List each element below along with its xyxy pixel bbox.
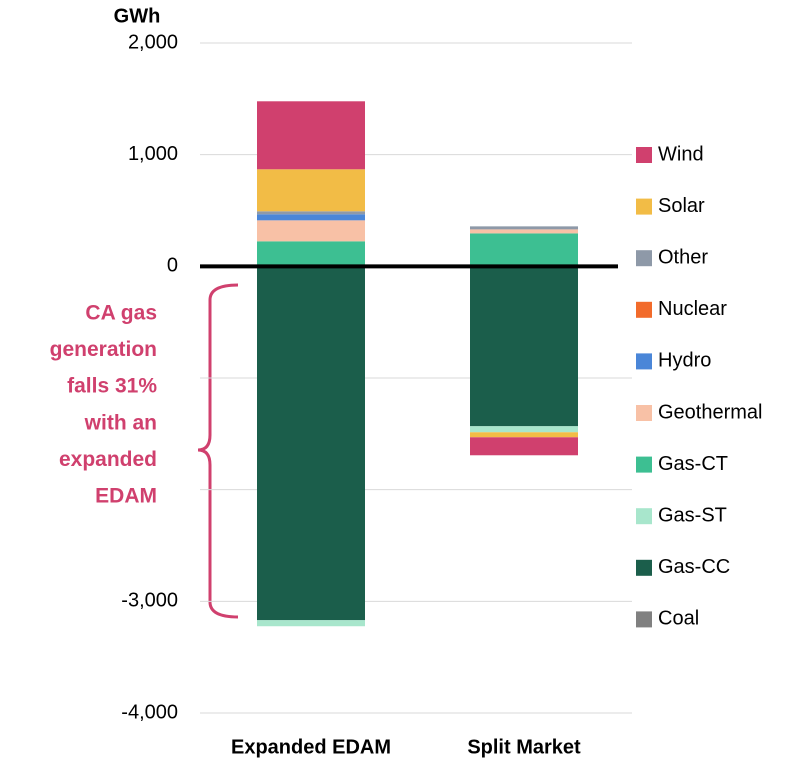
annotation: CA gas bbox=[85, 302, 157, 325]
legend-label: Gas-CT bbox=[658, 453, 728, 475]
legend-swatch bbox=[636, 405, 652, 421]
bar-segment bbox=[470, 233, 578, 267]
y-tick-label: -3,000 bbox=[121, 590, 178, 612]
legend-label: Solar bbox=[658, 195, 705, 217]
legend-label: Wind bbox=[658, 143, 704, 165]
bar-segment bbox=[257, 169, 365, 212]
legend-label: Coal bbox=[658, 608, 699, 630]
bar-segment bbox=[470, 229, 578, 234]
annotation: EDAM bbox=[95, 485, 157, 508]
x-tick-label: Expanded EDAM bbox=[231, 736, 391, 758]
legend-swatch bbox=[636, 301, 652, 318]
legend-swatch bbox=[636, 456, 652, 473]
bar-segment bbox=[257, 214, 365, 221]
bar-segment bbox=[257, 241, 365, 267]
legend-swatch bbox=[636, 250, 652, 267]
legend-label: Hydro bbox=[658, 350, 711, 372]
legend-label: Other bbox=[658, 246, 708, 268]
annotation: expanded bbox=[59, 448, 157, 471]
bar-segment bbox=[470, 226, 578, 230]
y-tick-label: 2,000 bbox=[128, 31, 178, 53]
x-tick-label: Split Market bbox=[467, 736, 581, 758]
legend-swatch bbox=[636, 508, 652, 525]
legend-swatch bbox=[636, 611, 652, 628]
legend-label: Nuclear bbox=[658, 298, 727, 320]
bar-segment bbox=[470, 266, 578, 427]
bar-segment bbox=[257, 211, 365, 215]
bar-segment bbox=[257, 620, 365, 627]
annotation: generation bbox=[50, 338, 157, 361]
y-tick-label: 0 bbox=[167, 255, 178, 277]
bar-segment bbox=[470, 426, 578, 433]
legend-label: Gas-ST bbox=[658, 504, 727, 526]
legend-label: Geothermal bbox=[658, 401, 763, 423]
bar-segment bbox=[257, 101, 365, 170]
bar-segment bbox=[470, 437, 578, 456]
brace bbox=[197, 283, 239, 619]
bar-segment bbox=[470, 432, 578, 438]
legend-label: Gas-CC bbox=[658, 556, 730, 578]
legend-swatch bbox=[636, 147, 652, 163]
bar-segment bbox=[257, 220, 365, 242]
annotation: falls 31% bbox=[67, 375, 157, 398]
y-tick-label: -4,000 bbox=[121, 701, 178, 723]
y-tick-label: 1,000 bbox=[128, 143, 178, 165]
y-axis-label: GWh bbox=[114, 5, 161, 27]
legend-swatch bbox=[636, 559, 652, 576]
legend-swatch bbox=[636, 198, 652, 215]
bar-segment bbox=[257, 266, 365, 621]
legend-swatch bbox=[636, 353, 652, 370]
annotation: with an bbox=[84, 411, 157, 434]
